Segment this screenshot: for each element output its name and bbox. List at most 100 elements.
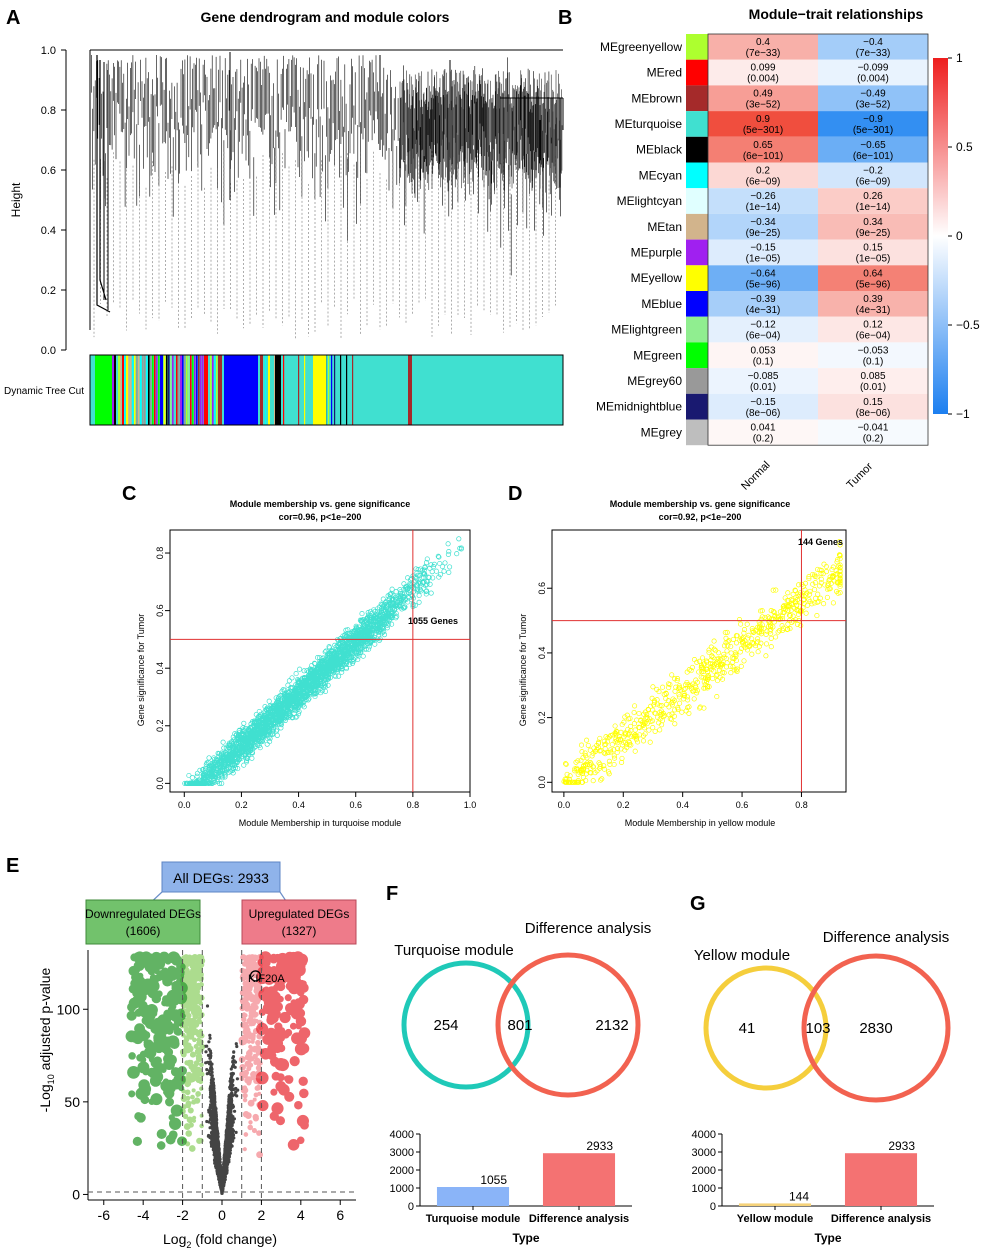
- heatmap-cell-pvalue: (3e−52): [746, 99, 781, 110]
- heatmap-row-label: MElightcyan: [617, 194, 682, 208]
- x-tick-label: 0.6: [349, 800, 362, 810]
- heatmap-row-label: MEgrey60: [627, 374, 682, 388]
- heatmap-title: Module−trait relationships: [749, 6, 924, 22]
- bar-x-title: Type: [512, 1231, 539, 1245]
- track-segment: [170, 355, 172, 425]
- y-tick-label: 0.6: [537, 582, 547, 595]
- heatmap-col-tumor: Tumor: [845, 460, 876, 491]
- heatmap-cell: [818, 59, 928, 86]
- heatmap-cell-pvalue: (6e−09): [856, 177, 891, 188]
- bar-difference-analysis: [542, 1153, 616, 1206]
- bar-module: [738, 1203, 812, 1206]
- venn-f: Turquoise module Difference analysis 254 80…: [394, 920, 651, 1098]
- scatter-d-title: Module membership vs. gene significance: [610, 499, 791, 509]
- dendro-dense-cluster: [399, 70, 562, 195]
- track-segment: [160, 355, 163, 425]
- heatmap-cell-value: 0.4: [756, 37, 770, 48]
- heatmap-cell: [818, 111, 928, 137]
- x-tick-label: 0.8: [795, 800, 808, 810]
- track-segment: [136, 355, 138, 425]
- heatmap-cell: [708, 368, 818, 394]
- dynamic-tree-cut-label: Dynamic Tree Cut: [4, 386, 84, 397]
- module-color-swatch: [686, 291, 708, 317]
- plot-frame: [169, 529, 471, 793]
- track-segment: [166, 355, 168, 425]
- heatmap-cell-pvalue: (3e−52): [856, 99, 891, 110]
- track-segment: [138, 355, 140, 425]
- y-tick-label: 0.4: [537, 647, 547, 660]
- volcano-x-tick-label: -4: [137, 1207, 150, 1223]
- heatmap-cell-value: −0.099: [858, 63, 889, 74]
- venn-overlap: 801: [507, 1017, 532, 1034]
- module-color-swatch: [686, 342, 708, 369]
- track-segment: [132, 355, 134, 425]
- heatmap-cell: [818, 34, 928, 60]
- y-tick-label: 0.0: [537, 776, 547, 789]
- volcano-ylabel: -Log10 adjusted p-value: [37, 967, 56, 1112]
- track-segment: [408, 355, 412, 425]
- track-segment: [204, 355, 206, 425]
- volcano-x-tick-label: 2: [258, 1207, 266, 1223]
- dendro-y-tick-label: 1.0: [41, 45, 56, 57]
- legend-tick-label: −1: [956, 407, 970, 421]
- panel-letter-a: A: [6, 7, 20, 29]
- module-color-swatch: [686, 419, 708, 446]
- heatmap-row-label: MEturquoise: [615, 117, 683, 131]
- heatmap-cell: [708, 136, 818, 163]
- track-segment: [142, 355, 144, 425]
- heatmap-col-normal: Normal: [739, 459, 773, 493]
- bar-y-tick-label: 4000: [692, 1129, 716, 1141]
- bar-x-title: Type: [814, 1231, 841, 1245]
- all-degs-label: All DEGs: 2933: [173, 870, 269, 886]
- heatmap-cell-pvalue: (4e−31): [746, 305, 781, 316]
- venn-right-only: 2830: [859, 1020, 892, 1037]
- heatmap-cell-pvalue: (6e−101): [743, 151, 783, 162]
- volcano-x-tick-label: 0: [218, 1207, 226, 1223]
- bar-y-tick-label: 2000: [692, 1165, 716, 1177]
- heatmap-cell-value: −0.12: [750, 320, 776, 331]
- heatmap-cell-pvalue: (7e−33): [746, 48, 781, 59]
- heatmap-cell-value: −0.15: [750, 243, 776, 254]
- track-segment: [144, 355, 146, 425]
- track-segment: [198, 355, 200, 425]
- heatmap-row-label: MEgrey: [641, 425, 682, 439]
- bar-difference-analysis: [844, 1153, 918, 1206]
- track-segment: [218, 355, 222, 425]
- heatmap-cell: [708, 239, 818, 266]
- volcano-y-tick-label: 0: [72, 1186, 80, 1202]
- scatter-c-plot: 0.0 0.2 0.4 0.6 0.8 1.0 0.0 0.2 0.4 0.6 0.8: [155, 529, 476, 810]
- heatmap-cell: [818, 291, 928, 317]
- module-color-swatch: [686, 34, 708, 60]
- bar-y-tick-label: 3000: [692, 1147, 716, 1159]
- track-segment: [172, 355, 174, 425]
- y-tick-label: 0.2: [155, 720, 165, 733]
- track-segment: [328, 355, 330, 425]
- heatmap-row-label: MEtan: [647, 220, 682, 234]
- heatmap-row-label: MElightgreen: [611, 323, 682, 337]
- track-segment: [212, 355, 214, 425]
- module-color-track: [89, 354, 564, 426]
- heatmap-cell-value: −0.64: [750, 268, 776, 279]
- track-segment: [95, 355, 112, 425]
- venn-right-only: 2132: [595, 1017, 628, 1034]
- volcano-down-points: [125, 951, 188, 1150]
- y-tick-label: 0.2: [537, 711, 547, 724]
- up-degs-count: (1327): [282, 924, 317, 938]
- scatter-c-ylabel: Gene significance for Tumor: [136, 614, 146, 727]
- track-segment: [156, 355, 158, 425]
- track-segment: [124, 355, 126, 425]
- track-segment: [112, 355, 114, 425]
- heatmap-cell-value: 0.34: [863, 217, 883, 228]
- scatter-c-annotation: 1055 Genes: [408, 616, 458, 626]
- y-tick-label: 0.0: [155, 777, 165, 790]
- volcano-y-tick-label: 100: [57, 1001, 81, 1017]
- module-color-swatch: [686, 111, 708, 137]
- dendro-deep-cluster: [96, 55, 111, 313]
- heatmap-row-label: MEred: [647, 66, 682, 80]
- volcano-up-points: [255, 951, 311, 1151]
- volcano-x-tick-label: 4: [297, 1207, 305, 1223]
- heatmap-cell-value: −0.085: [748, 371, 779, 382]
- heatmap-cell-pvalue: (0.004): [857, 74, 889, 85]
- track-segment: [120, 355, 122, 425]
- heatmap-cell: [708, 59, 818, 86]
